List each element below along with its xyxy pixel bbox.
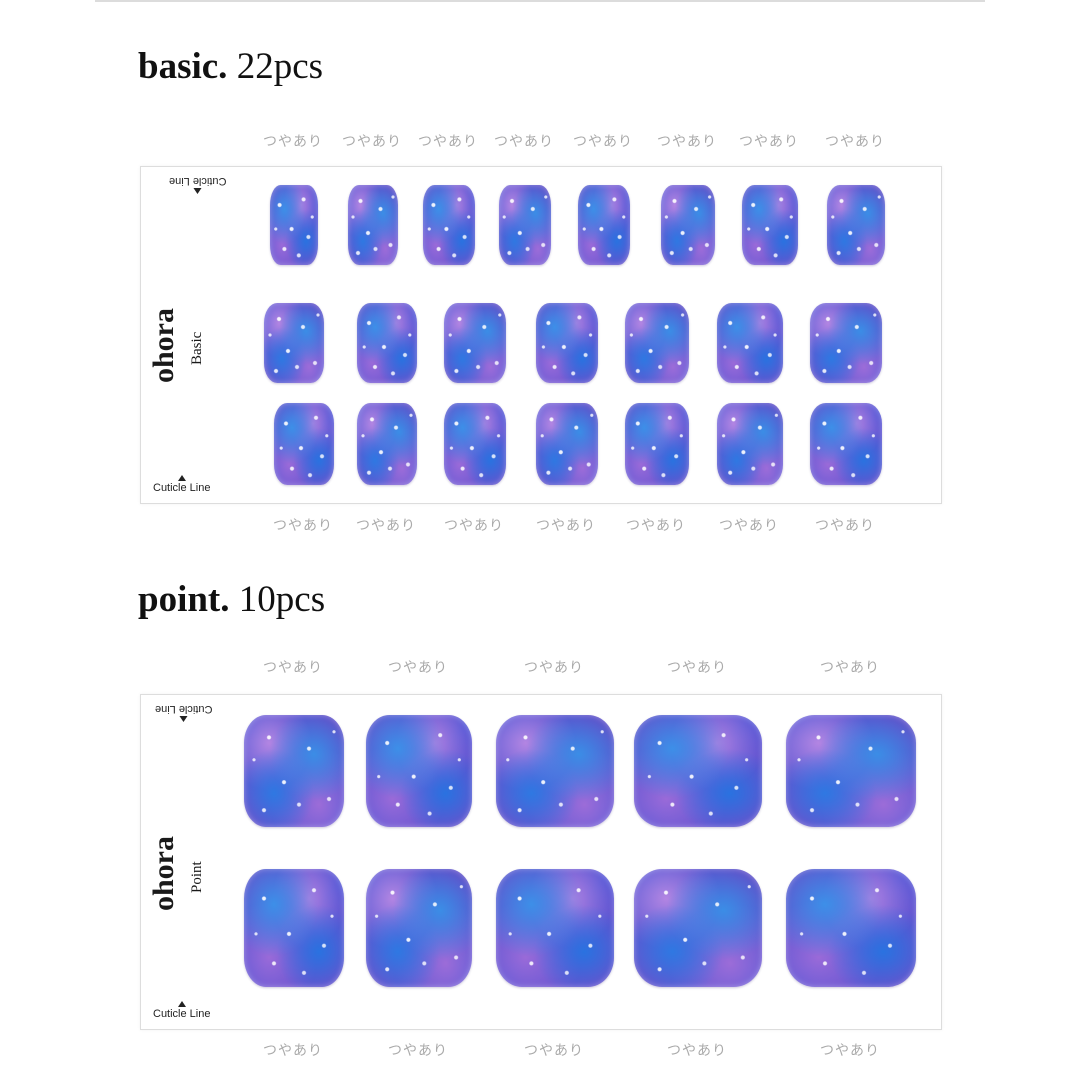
nail-tip <box>366 869 472 987</box>
finish-label: つやあり <box>739 133 799 149</box>
finish-label: つやあり <box>388 1042 448 1058</box>
finish-label: つやあり <box>667 1042 727 1058</box>
point-nail-sheet: Cuticle Line ohora Point Cuticle Line <box>140 694 942 1030</box>
cuticle-arrow-icon <box>193 188 202 194</box>
nail-tip <box>357 403 417 485</box>
nail-tip <box>348 185 398 265</box>
nail-tip <box>717 303 783 383</box>
nail-tip <box>274 403 334 485</box>
cuticle-line-top: Cuticle Line <box>169 175 226 194</box>
nail-tip <box>634 715 762 827</box>
heading-count: 22pcs <box>236 46 324 87</box>
brand-block: ohora Point <box>141 825 221 911</box>
finish-label: つやあり <box>820 1042 880 1058</box>
nail-tip <box>244 715 344 827</box>
finish-label: つやあり <box>719 517 779 533</box>
nail-tip <box>742 185 798 265</box>
nail-tip <box>810 303 882 383</box>
finish-label: つやあり <box>573 133 633 149</box>
finish-label: つやあり <box>263 133 323 149</box>
nail-tip <box>827 185 885 265</box>
nail-tip <box>496 869 614 987</box>
nail-tip <box>536 303 598 383</box>
section-heading-basic: basic. 22pcs <box>138 45 323 88</box>
finish-label: つやあり <box>657 133 717 149</box>
finish-label: つやあり <box>273 517 333 533</box>
brand-block: ohora Basic <box>141 297 221 383</box>
nail-tip <box>578 185 630 265</box>
finish-label: つやあり <box>494 133 554 149</box>
section-heading-point: point. 10pcs <box>138 578 325 621</box>
finish-label: つやあり <box>342 133 402 149</box>
nail-tip <box>810 403 882 485</box>
finish-label: つやあり <box>418 133 478 149</box>
cuticle-arrow-icon <box>179 716 188 722</box>
nail-tip <box>625 403 689 485</box>
nail-tip <box>634 869 762 987</box>
nail-tip <box>366 715 472 827</box>
nail-tip <box>444 303 506 383</box>
nail-tip <box>499 185 551 265</box>
brand-logo: ohora <box>147 308 180 383</box>
heading-title: point. <box>138 579 230 620</box>
basic-nail-sheet: Cuticle Line ohora Basic Cuticle Line <box>140 166 942 504</box>
cuticle-line-bottom: Cuticle Line <box>153 1001 210 1020</box>
nail-tip <box>717 403 783 485</box>
top-divider <box>95 0 985 2</box>
nail-tip <box>625 303 689 383</box>
finish-label: つやあり <box>263 1042 323 1058</box>
finish-label: つやあり <box>825 133 885 149</box>
nail-tip <box>264 303 324 383</box>
cuticle-arrow-icon <box>177 1001 186 1007</box>
heading-title: basic. <box>138 46 228 87</box>
finish-label: つやあり <box>536 517 596 533</box>
finish-label: つやあり <box>388 659 448 675</box>
nail-tip <box>786 869 916 987</box>
nail-tip <box>423 185 475 265</box>
finish-label: つやあり <box>815 517 875 533</box>
finish-label: つやあり <box>263 659 323 675</box>
sheet-type-label: Basic <box>189 331 205 365</box>
finish-label: つやあり <box>356 517 416 533</box>
nail-tip <box>357 303 417 383</box>
sheet-type-label: Point <box>189 861 205 893</box>
cuticle-arrow-icon <box>177 475 186 481</box>
nail-tip <box>270 185 318 265</box>
heading-count: 10pcs <box>238 579 326 620</box>
cuticle-line-bottom: Cuticle Line <box>153 475 210 494</box>
brand-logo: ohora <box>147 836 180 911</box>
finish-label: つやあり <box>667 659 727 675</box>
finish-label: つやあり <box>626 517 686 533</box>
finish-label: つやあり <box>444 517 504 533</box>
cuticle-line-top: Cuticle Line <box>155 703 212 722</box>
nail-tip <box>536 403 598 485</box>
finish-label: つやあり <box>820 659 880 675</box>
finish-label: つやあり <box>524 1042 584 1058</box>
nail-tip <box>786 715 916 827</box>
finish-label: つやあり <box>524 659 584 675</box>
nail-tip <box>496 715 614 827</box>
nail-tip <box>444 403 506 485</box>
nail-tip <box>244 869 344 987</box>
nail-tip <box>661 185 715 265</box>
